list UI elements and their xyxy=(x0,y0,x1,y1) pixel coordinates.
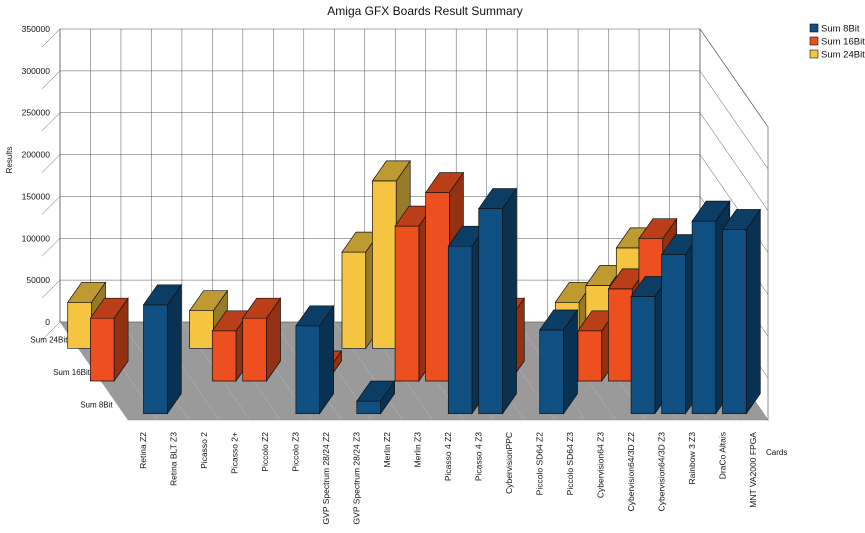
x-tick-label: Picasso 2+ xyxy=(230,432,240,474)
bar-front xyxy=(67,301,92,349)
bar-top xyxy=(67,281,107,303)
x-tick-label: MNT VA2000 FPGA xyxy=(748,432,758,508)
bar-front xyxy=(425,192,450,382)
legend-swatch xyxy=(809,49,819,59)
bar xyxy=(539,308,579,415)
bar-front xyxy=(143,304,168,415)
gridline xyxy=(41,28,769,128)
bar-front xyxy=(372,180,397,349)
bar-side xyxy=(166,283,182,415)
x-tick-label: CybervisionPPC xyxy=(504,432,514,494)
bar-front xyxy=(295,325,320,415)
y-tick-label: 0 xyxy=(45,317,50,327)
legend-label: Sum 8Bit xyxy=(821,24,860,35)
legend-swatch xyxy=(809,23,819,33)
x-tick-label: Picasso 4 Z2 xyxy=(443,432,453,481)
x-tick-label: Retina Z2 xyxy=(138,432,148,469)
x-tick-label: GVP Spectrum 28/24 Z2 xyxy=(321,432,331,525)
x-axis-label: Cards xyxy=(766,448,787,457)
chart-title: Amiga GFX Boards Result Summary xyxy=(327,4,522,18)
bar-front xyxy=(722,229,747,415)
x-axis-ticks: Retina Z2 Retina BLT Z3 Picasso 2 Picasso 2… xyxy=(138,432,758,525)
y-axis-label: Results xyxy=(5,147,14,174)
x-tick-label: Picasso 2 xyxy=(199,432,209,469)
y-tick-label: 50000 xyxy=(26,275,50,285)
bar-front xyxy=(630,296,656,415)
bar-front xyxy=(608,288,633,382)
x-tick-label: Picasso 4 Z3 xyxy=(473,432,483,481)
x-tick-label: Piccolo Z3 xyxy=(291,432,301,472)
gridline xyxy=(41,154,769,253)
x-tick-label: Piccolo SD64 Z3 xyxy=(565,432,575,496)
bar-top xyxy=(242,297,282,319)
bar-front xyxy=(211,330,237,382)
y-axis-ticks: 0 50000 100000 150000 200000 250000 300000 3500… xyxy=(22,24,51,327)
x-tick-label: Piccolo Z2 xyxy=(260,432,270,472)
bar xyxy=(89,297,129,383)
bar-top xyxy=(89,297,129,319)
bar-top xyxy=(424,172,465,193)
gridlines xyxy=(41,28,769,421)
bar-top xyxy=(295,305,335,327)
bar-top xyxy=(721,209,761,230)
bar-top xyxy=(356,380,396,402)
x-tick-label: Rainbow 3 Z3 xyxy=(687,432,697,485)
x-tick-label: Cybervision64/3D Z3 xyxy=(656,432,666,512)
bar-top xyxy=(691,200,731,222)
bar xyxy=(242,297,282,383)
bar-top xyxy=(371,160,411,182)
y-tick-label: 150000 xyxy=(22,191,51,201)
depth-label: Sum 16Bit xyxy=(53,368,91,377)
bar xyxy=(478,187,518,415)
bar-front xyxy=(447,245,473,415)
bar-top xyxy=(142,284,182,306)
x-tick-label: Merlin Z2 xyxy=(382,432,392,468)
gridline xyxy=(41,70,769,170)
bar xyxy=(142,283,182,415)
bar-top xyxy=(638,218,678,240)
bar-top xyxy=(188,290,229,312)
bar-front xyxy=(356,400,381,415)
bar-front xyxy=(661,254,686,415)
depth-label: Sum 24Bit xyxy=(30,335,68,344)
bar-front xyxy=(90,317,115,382)
bar xyxy=(721,208,761,415)
bar xyxy=(356,379,396,415)
y-tick-label: 350000 xyxy=(22,24,51,34)
bar-top xyxy=(478,188,518,209)
x-tick-label: Piccolo SD64 Z2 xyxy=(534,432,544,496)
legend-label: Sum 16Bit xyxy=(821,37,865,48)
legend-label: Sum 24Bit xyxy=(821,50,865,61)
bar-side xyxy=(745,208,761,415)
bar-front xyxy=(691,220,717,415)
bar-front xyxy=(478,208,503,415)
legend: Sum 8Bit Sum 16Bit Sum 24Bit xyxy=(809,23,865,61)
bar-front xyxy=(394,225,420,382)
bar-front xyxy=(242,317,267,382)
legend-swatch xyxy=(809,36,819,46)
x-tick-label: Cybervision64 Z3 xyxy=(595,432,605,498)
depth-label: Sum 8Bit xyxy=(80,401,113,410)
depth-axis-labels: Sum 24Bit Sum 16Bit Sum 8Bit xyxy=(30,335,113,409)
x-tick-label: Retina BLT Z3 xyxy=(169,432,179,486)
bar-top xyxy=(539,309,579,331)
bar-front xyxy=(341,251,367,349)
x-tick-label: GVP Spectrum 28/24 Z3 xyxy=(352,432,362,525)
y-tick-label: 250000 xyxy=(22,108,51,118)
y-tick-label: 300000 xyxy=(22,66,51,76)
y-tick-label: 100000 xyxy=(22,233,51,243)
x-tick-label: Merlin Z3 xyxy=(413,432,423,468)
bar-front xyxy=(577,330,603,382)
bar-front xyxy=(539,329,564,415)
bar xyxy=(295,304,335,415)
x-tick-label: DraCo Altais xyxy=(717,432,727,479)
bars xyxy=(67,159,761,415)
gridline xyxy=(41,112,769,211)
bar-front xyxy=(189,310,214,349)
x-tick-label: Cybervision64/3D Z2 xyxy=(626,432,636,512)
bar-side xyxy=(502,187,517,415)
y-tick-label: 200000 xyxy=(22,150,51,160)
